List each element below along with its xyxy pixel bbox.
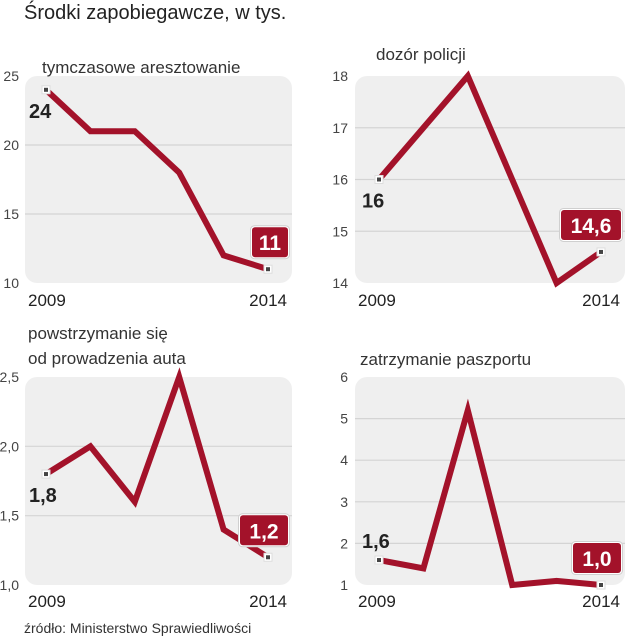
plot-background: [355, 377, 625, 585]
y-tick-label: 15: [3, 206, 19, 222]
main-title: Środki zapobiegawcze, w tys.: [24, 2, 287, 24]
chart-panel-4: zatrzymanie paszportu 1 2 3 4 5 6 1,6 1,0 2009 201…: [340, 350, 625, 611]
x-label-end-year: 2014: [582, 291, 620, 310]
chart-panel-3: powstrzymanie się od prowadzenia auta 1,0 1…: [0, 324, 292, 611]
x-label-end-year: 2014: [249, 592, 287, 611]
last-value-label-box: [561, 209, 621, 240]
y-tick-label: 10: [3, 275, 19, 291]
y-tick-label: 14: [332, 275, 348, 291]
y-tick-label: 15: [332, 223, 348, 239]
y-tick-label: 16: [332, 172, 348, 188]
x-label-start-year: 2009: [358, 291, 396, 310]
chart-title-line: zatrzymanie paszportu: [360, 350, 531, 369]
chart-panel-2: dozór policji 14 15 16 17 18 16 14,6 2009 2014: [332, 45, 625, 310]
first-value-label: 24: [29, 101, 52, 123]
y-tick-label: 5: [340, 411, 348, 427]
y-tick-label: 1: [340, 577, 348, 593]
data-line: [44, 367, 270, 560]
y-tick-label: 6: [340, 369, 348, 385]
chart-panel-1: tymczasowe aresztowanie 10 15 20 25 24 11 2009 2…: [3, 58, 292, 310]
last-value-label: 11: [259, 232, 282, 255]
last-value-label: 14,6: [571, 215, 612, 238]
endpoint-marker-dot: [377, 558, 381, 563]
y-tick-label: 2,0: [0, 438, 19, 454]
first-value-label: 1,6: [362, 531, 390, 553]
y-tick-label: 1,0: [0, 577, 19, 593]
endpoint-marker-dot: [44, 87, 48, 92]
x-label-start-year: 2009: [358, 592, 396, 611]
last-value-label-box: [573, 543, 621, 573]
x-label-end-year: 2014: [582, 592, 620, 611]
chart-title-line: powstrzymanie się: [28, 324, 168, 343]
chart-title-line: tymczasowe aresztowanie: [42, 58, 240, 77]
y-tick-label: 2: [340, 535, 348, 551]
last-value-label-box: [240, 515, 288, 546]
last-value-label-box: [252, 227, 288, 258]
y-tick-label: 20: [3, 137, 19, 153]
first-value-label: 1,8: [29, 485, 57, 507]
data-line: [376, 70, 603, 288]
first-value-label: 16: [362, 191, 384, 213]
y-tick-label: 17: [332, 120, 348, 136]
chart-title-line: od prowadzenia auta: [28, 349, 186, 368]
x-label-end-year: 2014: [249, 291, 287, 310]
data-line: [378, 398, 602, 589]
y-tick-label: 25: [3, 68, 19, 84]
y-tick-label: 2,5: [0, 369, 19, 385]
last-value-label: 1,2: [249, 520, 278, 543]
x-label-start-year: 2009: [28, 592, 66, 611]
chart-title-line: dozór policji: [376, 45, 466, 64]
data-line: [43, 87, 269, 273]
endpoint-marker-dot: [599, 249, 603, 254]
y-tick-label: 3: [340, 494, 348, 510]
x-label-start-year: 2009: [28, 291, 66, 310]
endpoint-marker-dot: [266, 267, 270, 272]
endpoint-marker-dot: [599, 583, 603, 587]
y-tick-label: 18: [332, 68, 348, 84]
endpoint-marker-dot: [44, 472, 48, 477]
plot-background: [25, 377, 292, 585]
last-value-label: 1,0: [582, 548, 611, 571]
endpoint-marker-dot: [266, 555, 270, 560]
y-tick-label: 4: [340, 452, 348, 468]
endpoint-marker-dot: [377, 177, 381, 182]
y-tick-label: 1,5: [0, 508, 19, 524]
source-note: źródło: Ministerstwo Sprawiedliwości: [24, 620, 252, 636]
plot-background: [25, 76, 292, 283]
